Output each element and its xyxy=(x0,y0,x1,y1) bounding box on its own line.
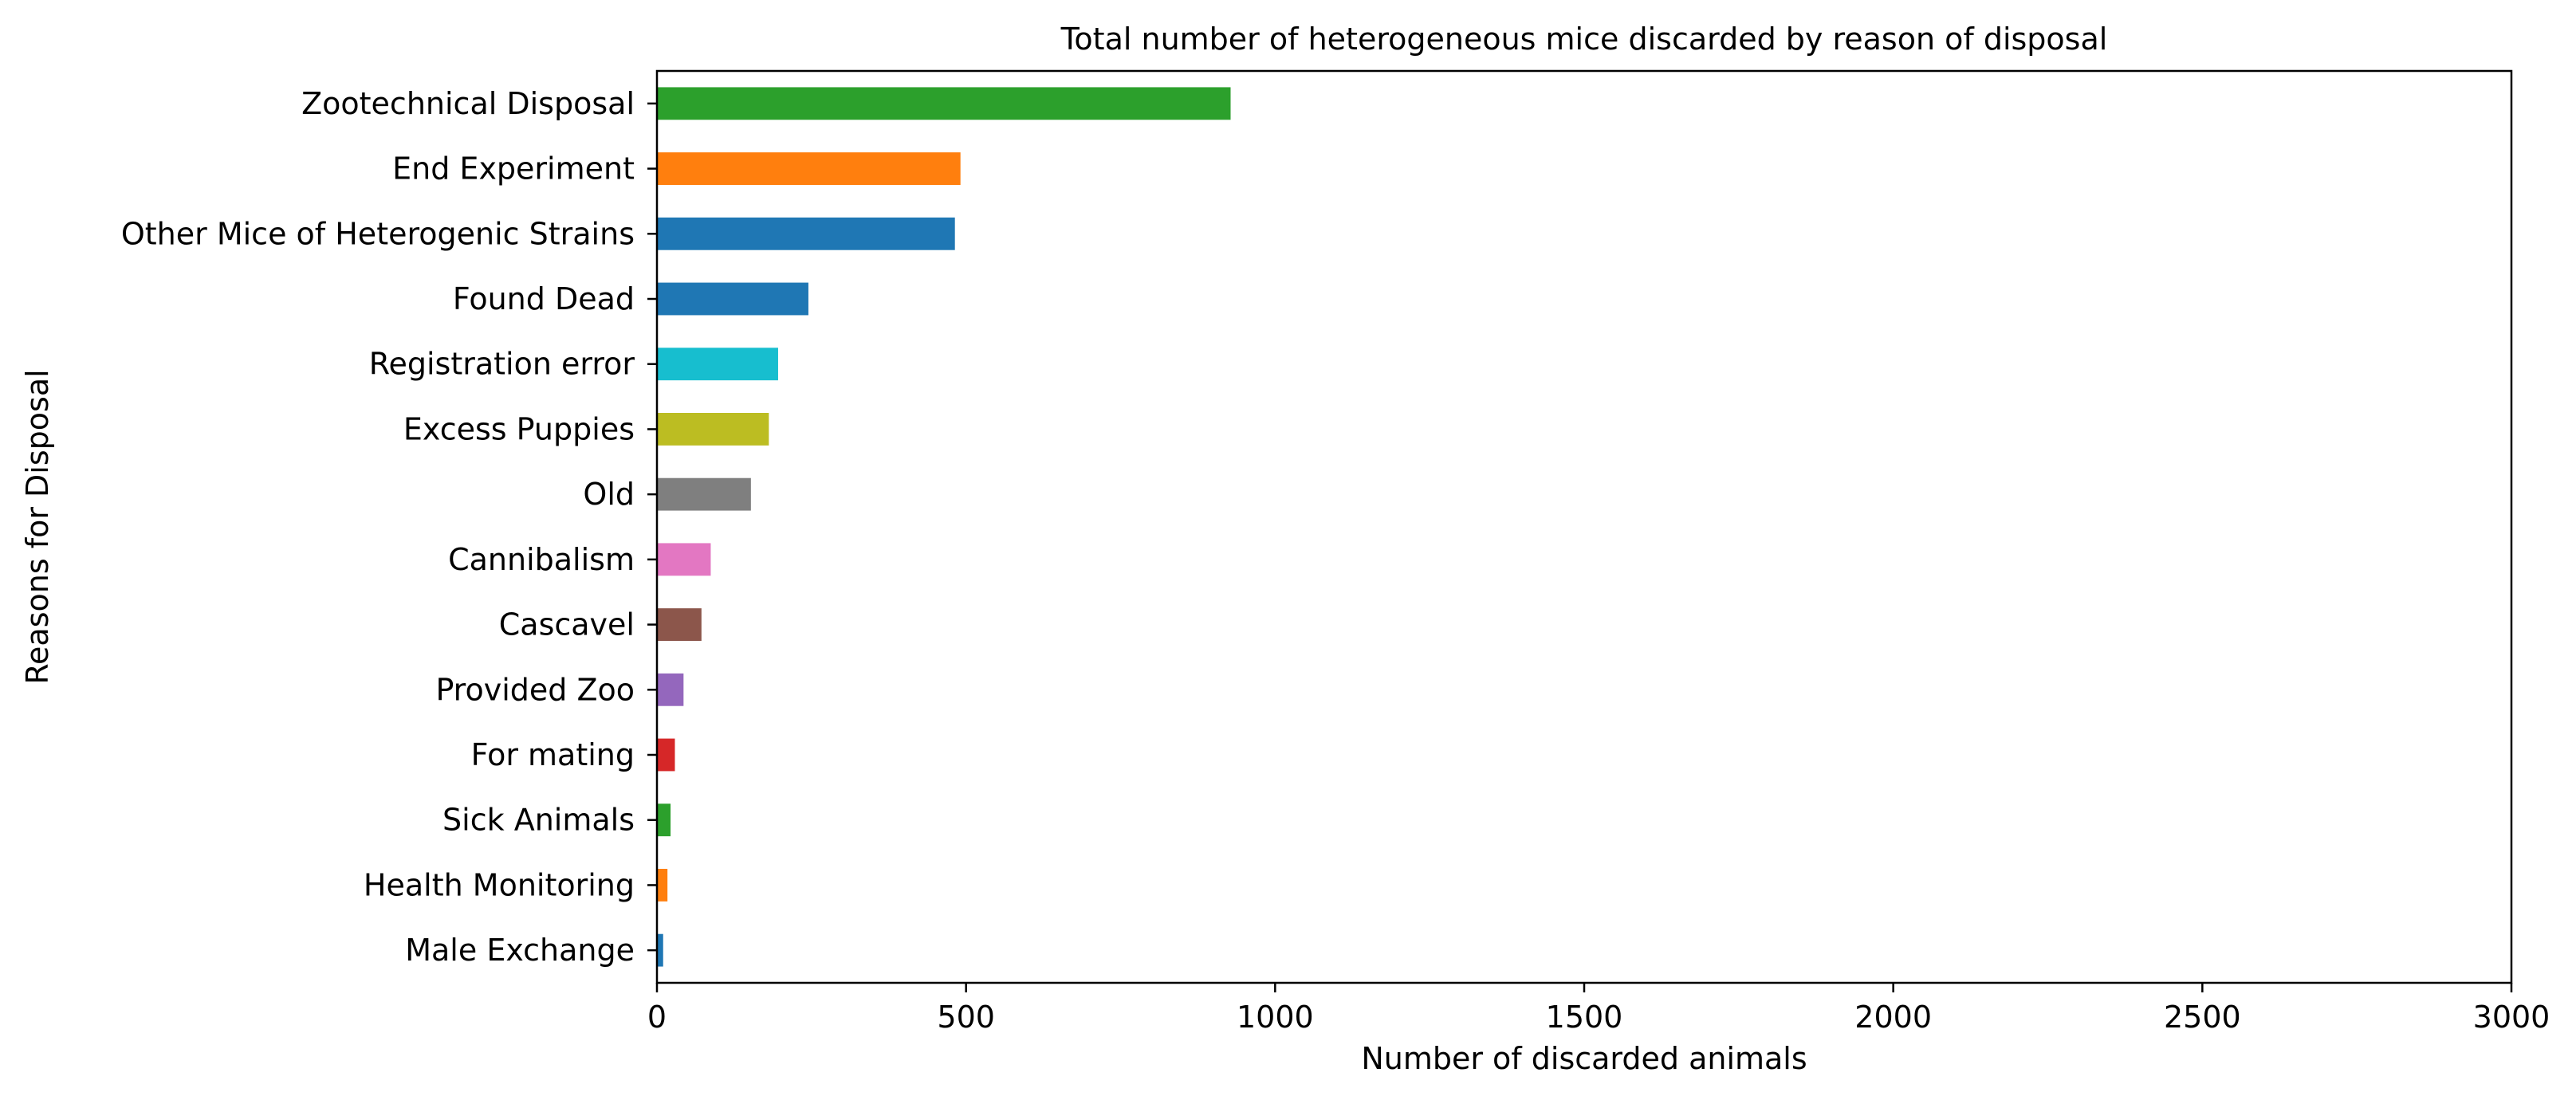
y-tick-label: Cannibalism xyxy=(448,542,635,577)
y-tick-label: Found Dead xyxy=(453,281,635,316)
bar-for-mating xyxy=(657,738,675,772)
bar-found-dead xyxy=(657,282,808,316)
bar-other-mice-of-heterogenic-strains xyxy=(657,217,955,250)
x-axis-label: Number of discarded animals xyxy=(1361,1041,1807,1076)
bar-cascavel xyxy=(657,608,702,641)
bar-zootechnical-disposal xyxy=(657,87,1231,120)
y-tick-label: Provided Zoo xyxy=(435,672,635,707)
x-tick-label: 2000 xyxy=(1854,1000,1932,1035)
bar-registration-error xyxy=(657,348,778,381)
y-tick-label: Excess Puppies xyxy=(403,411,635,446)
x-axis-ticks: 0 500 1000 1500 2000 2500 3000 xyxy=(647,983,2550,1035)
y-tick-label: Health Monitoring xyxy=(364,867,635,902)
y-tick-label: Old xyxy=(583,477,635,512)
y-tick-label: Sick Animals xyxy=(442,803,635,838)
bar-excess-puppies xyxy=(657,413,769,446)
bar-male-exchange xyxy=(657,933,663,967)
bar-group xyxy=(657,87,1231,967)
bar-health-monitoring xyxy=(657,869,668,902)
plot-frame xyxy=(655,69,2513,984)
y-tick-label: Zootechnical Disposal xyxy=(301,86,635,121)
y-tick-label: For mating xyxy=(471,737,635,772)
bar-provided-zoo xyxy=(657,673,684,706)
chart-title: Total number of heterogeneous mice disca… xyxy=(1060,22,2108,57)
x-tick-label: 500 xyxy=(937,1000,995,1035)
bar-cannibalism xyxy=(657,543,711,576)
bar-old xyxy=(657,477,751,511)
x-tick-label: 2500 xyxy=(2164,1000,2241,1035)
x-tick-label: 0 xyxy=(647,1000,667,1035)
bar-end-experiment xyxy=(657,152,961,185)
y-tick-label: Cascavel xyxy=(499,607,635,642)
y-axis-label: Reasons for Disposal xyxy=(20,369,55,684)
x-tick-label: 1000 xyxy=(1237,1000,1314,1035)
bar-sick-animals xyxy=(657,803,671,837)
x-tick-label: 1500 xyxy=(1546,1000,1623,1035)
y-axis-ticks: Male Exchange Health Monitoring Sick Anima… xyxy=(121,86,657,968)
y-tick-label: End Experiment xyxy=(392,151,635,187)
x-tick-label: 3000 xyxy=(2473,1000,2550,1035)
y-tick-label: Other Mice of Heterogenic Strains xyxy=(121,216,635,251)
y-tick-label: Male Exchange xyxy=(405,933,635,968)
y-tick-label: Registration error xyxy=(369,347,635,382)
